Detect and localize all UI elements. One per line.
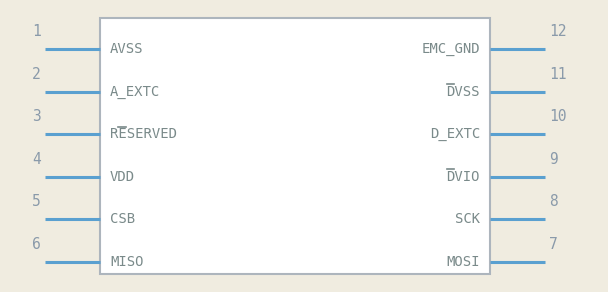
Text: D_EXTC: D_EXTC [430,127,480,141]
Text: 5: 5 [32,194,41,209]
Text: AVSS: AVSS [110,42,143,56]
Bar [100,18,490,274]
Text: 1: 1 [32,24,41,39]
Text: 11: 11 [549,67,567,81]
Text: MISO: MISO [110,255,143,269]
Text: MOSI: MOSI [446,255,480,269]
Text: 2: 2 [32,67,41,81]
Text: 10: 10 [549,109,567,124]
Text: DVSS: DVSS [446,85,480,99]
Text: 6: 6 [32,237,41,252]
Text: 8: 8 [549,194,558,209]
Text: SCK: SCK [455,212,480,226]
Text: 7: 7 [549,237,558,252]
Text: RESERVED: RESERVED [110,127,177,141]
Text: EMC_GND: EMC_GND [421,42,480,56]
Text: 3: 3 [32,109,41,124]
Text: DVIO: DVIO [446,170,480,184]
Text: VDD: VDD [110,170,135,184]
Text: 4: 4 [32,152,41,167]
Text: A_EXTC: A_EXTC [110,85,161,99]
Text: 12: 12 [549,24,567,39]
Text: CSB: CSB [110,212,135,226]
Text: 9: 9 [549,152,558,167]
